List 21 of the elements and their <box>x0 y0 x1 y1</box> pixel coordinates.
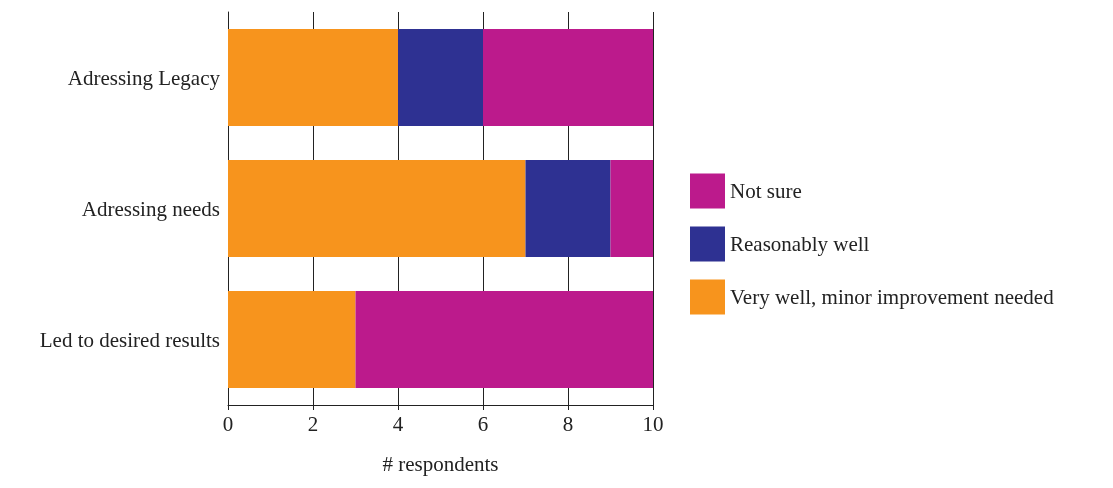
x-tick-label: 0 <box>222 411 234 436</box>
legend-label: Not sure <box>730 179 802 203</box>
bar <box>228 160 526 257</box>
x-axis-title: # respondents <box>382 451 499 476</box>
x-tick-label: 4 <box>392 411 404 436</box>
bar <box>483 29 653 126</box>
y-tick-label: Adressing Legacy <box>67 65 221 90</box>
legend-label: Reasonably well <box>730 232 870 256</box>
y-tick-label: Adressing needs <box>81 196 220 221</box>
bar <box>228 291 356 388</box>
bar <box>398 29 483 126</box>
legend-label: Very well, minor improvement needed <box>730 285 1055 309</box>
bar <box>228 29 398 126</box>
x-tick-label: 2 <box>307 411 319 436</box>
bar <box>525 160 611 257</box>
y-tick-label: Led to desired results <box>39 327 220 352</box>
x-tick-label: 8 <box>562 411 574 436</box>
bar <box>355 291 653 388</box>
x-tick-label: 6 <box>477 411 489 436</box>
x-tick-label: 10 <box>642 411 664 436</box>
bar <box>610 160 653 257</box>
